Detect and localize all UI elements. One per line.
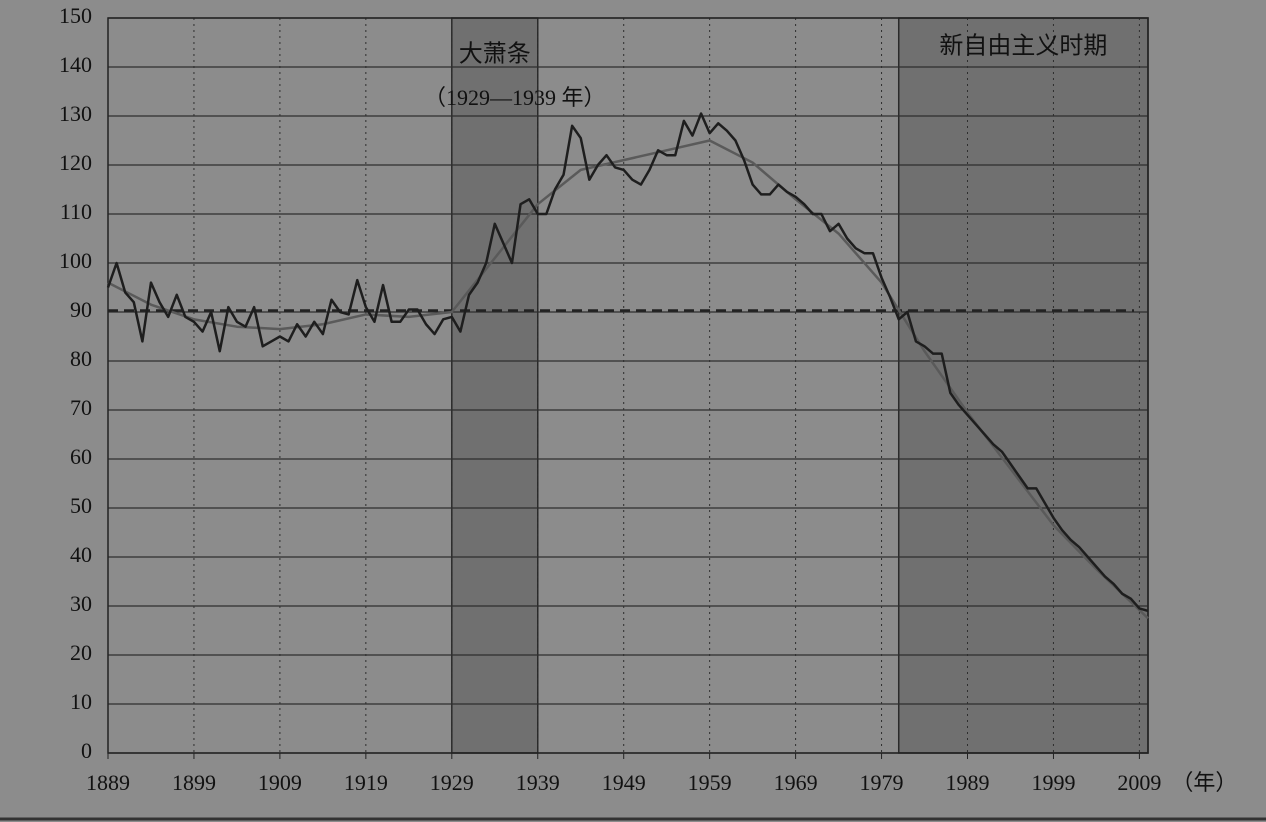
y-tick-label: 40 (70, 542, 92, 567)
annotation: （1929—1939 年） (424, 85, 606, 110)
shaded-period (451, 17, 539, 754)
x-tick-label: 1969 (774, 770, 818, 795)
x-tick-label: 2009 (1117, 770, 1161, 795)
series-line (107, 139, 1149, 620)
x-tick-label: 1919 (344, 770, 388, 795)
y-tick-label: 130 (59, 101, 92, 126)
x-tick-label: 1929 (430, 770, 474, 795)
annotation: 新自由主义时期 (939, 33, 1107, 60)
x-tick-label: 1959 (688, 770, 732, 795)
y-tick-label: 110 (60, 199, 92, 224)
x-tick-label: 1899 (172, 770, 216, 795)
x-tick-label: 1909 (258, 770, 302, 795)
y-tick-label: 0 (81, 738, 92, 763)
x-tick-label: 1979 (860, 770, 904, 795)
plot-frame (107, 17, 1149, 754)
y-tick-label: 60 (70, 444, 92, 469)
y-tick-label: 140 (59, 52, 92, 77)
x-tick-label: 1889 (86, 770, 130, 795)
y-tick-label: 150 (59, 3, 92, 28)
annotation: 大萧条 (459, 41, 531, 68)
x-tick-label: 1999 (1031, 770, 1075, 795)
y-tick-label: 80 (70, 346, 92, 371)
shaded-period (897, 17, 1149, 754)
x-tick-label: 1949 (602, 770, 646, 795)
x-tick-label: 1989 (946, 770, 990, 795)
y-tick-label: 30 (70, 591, 92, 616)
series-line (106, 112, 1149, 613)
y-tick-label: 10 (70, 689, 92, 714)
y-tick-label: 100 (59, 248, 92, 273)
y-tick-label: 50 (70, 493, 92, 518)
y-tick-label: 70 (70, 395, 92, 420)
y-tick-label: 90 (70, 297, 92, 322)
y-tick-label: 20 (70, 640, 92, 665)
x-axis-unit: （年） (1171, 770, 1237, 795)
y-tick-label: 120 (59, 150, 92, 175)
x-tick-label: 1939 (516, 770, 560, 795)
